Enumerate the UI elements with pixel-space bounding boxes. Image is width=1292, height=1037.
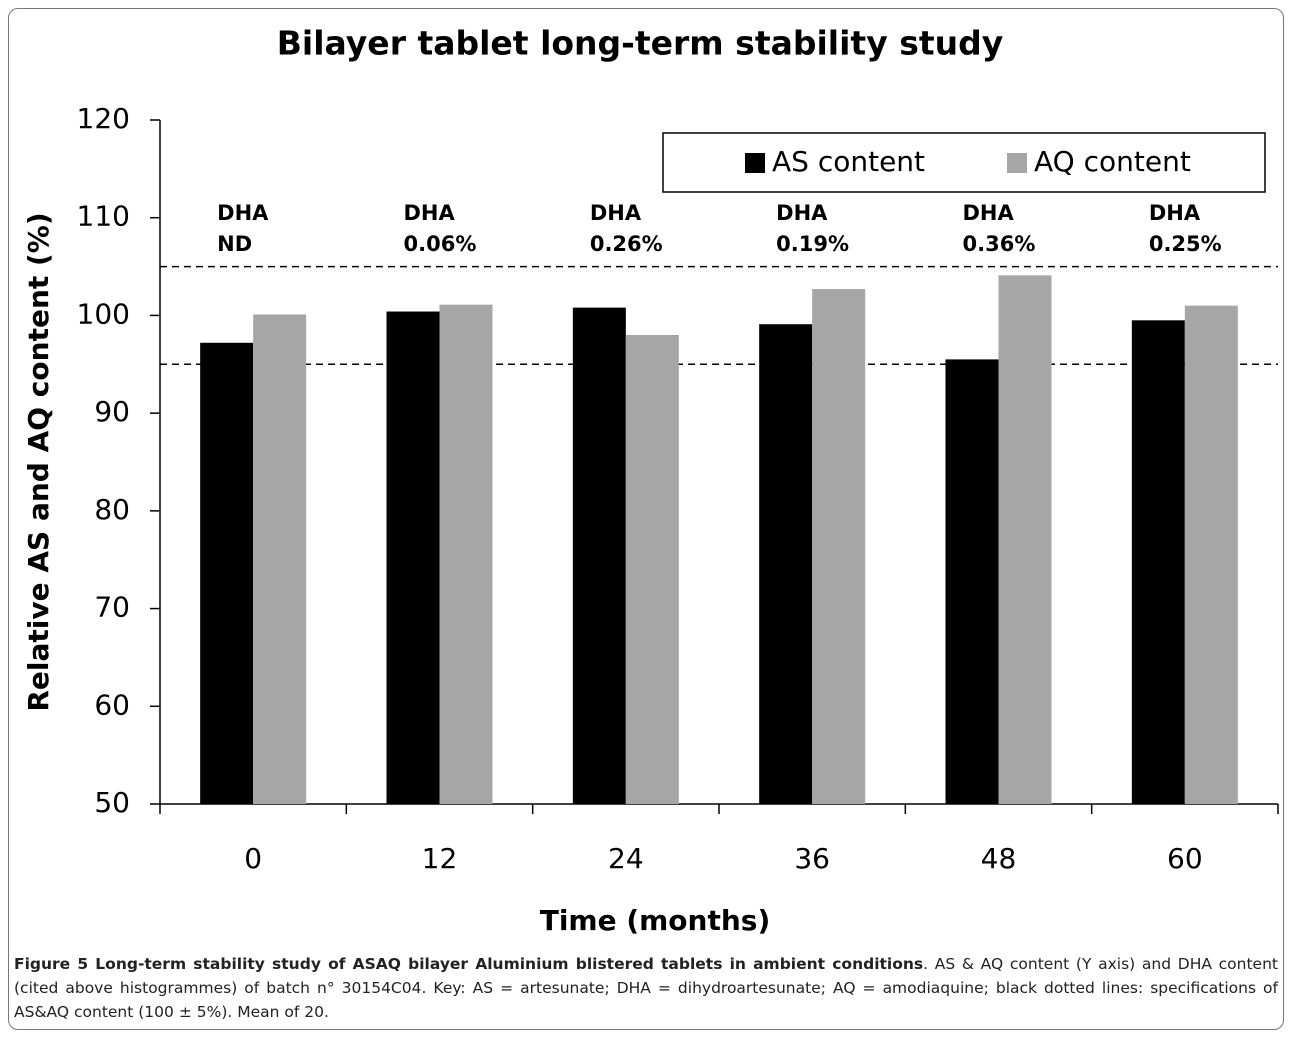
x-tick-label: 12: [422, 842, 458, 875]
bar: [945, 359, 999, 804]
annotation: DHA: [963, 201, 1015, 225]
bar: [200, 342, 254, 804]
annotation: 0.25%: [1149, 232, 1222, 256]
x-tick-label: 60: [1167, 842, 1203, 875]
legend-label: AQ content: [1034, 145, 1191, 178]
legend-swatch: [745, 153, 765, 173]
y-tick-label: 110: [77, 200, 130, 233]
bar: [439, 304, 493, 804]
y-tick-label: 80: [94, 493, 130, 526]
annotation: DHA: [1149, 201, 1201, 225]
legend-label: AS content: [772, 145, 925, 178]
chart-title: Bilayer tablet long-term stability study: [277, 24, 1003, 63]
annotation: 0.36%: [963, 232, 1036, 256]
figure-frame: [8, 8, 1284, 1030]
annotation: 0.19%: [776, 232, 849, 256]
caption-title: Figure 5 Long-term stability study of AS…: [14, 955, 924, 973]
y-tick-label: 60: [94, 688, 130, 721]
x-tick-label: 48: [981, 842, 1017, 875]
bar: [253, 314, 307, 804]
bar: [625, 334, 679, 804]
bar: [572, 307, 626, 804]
annotation: 0.06%: [404, 232, 477, 256]
y-tick-label: 120: [77, 102, 130, 135]
x-tick-label: 24: [608, 842, 644, 875]
y-axis-title: Relative AS and AQ content (%): [22, 212, 55, 711]
bar: [759, 324, 813, 804]
annotation: DHA: [217, 201, 269, 225]
y-tick-label: 50: [94, 786, 130, 819]
legend-swatch: [1007, 153, 1027, 173]
annotation: DHA: [590, 201, 642, 225]
annotation: DHA: [404, 201, 456, 225]
annotation: DHA: [776, 201, 828, 225]
x-axis-title: Time (months): [540, 904, 771, 937]
y-tick-label: 90: [94, 395, 130, 428]
y-tick-label: 100: [77, 297, 130, 330]
bar: [812, 289, 866, 804]
bar: [1131, 320, 1185, 804]
y-tick-label: 70: [94, 591, 130, 624]
annotation: ND: [217, 232, 252, 256]
bar: [1184, 305, 1238, 804]
bar: [998, 275, 1052, 804]
bar: [386, 311, 440, 804]
annotation: 0.26%: [590, 232, 663, 256]
caption: Figure 5 Long-term stability study of AS…: [14, 952, 1278, 1024]
caption-text: . AS & AQ content (Y axis) and DHA conte…: [14, 955, 1278, 1021]
x-tick-label: 36: [794, 842, 830, 875]
x-tick-label: 0: [244, 842, 262, 875]
chart: Bilayer tablet long-term stability study…: [22, 24, 1279, 937]
